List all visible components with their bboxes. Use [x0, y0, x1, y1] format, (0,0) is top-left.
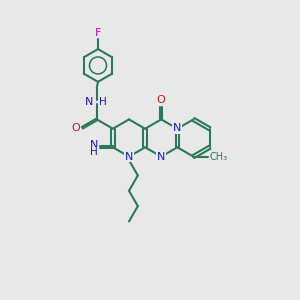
- Text: N: N: [173, 123, 182, 133]
- Text: H: H: [99, 97, 107, 107]
- Text: O: O: [157, 95, 166, 105]
- Text: H: H: [90, 147, 98, 158]
- Text: N: N: [90, 140, 98, 150]
- Text: N: N: [85, 97, 93, 107]
- Text: F: F: [95, 28, 101, 38]
- Text: O: O: [71, 123, 80, 133]
- Text: N: N: [157, 152, 165, 162]
- Text: CH₃: CH₃: [209, 152, 228, 162]
- Text: N: N: [125, 152, 133, 162]
